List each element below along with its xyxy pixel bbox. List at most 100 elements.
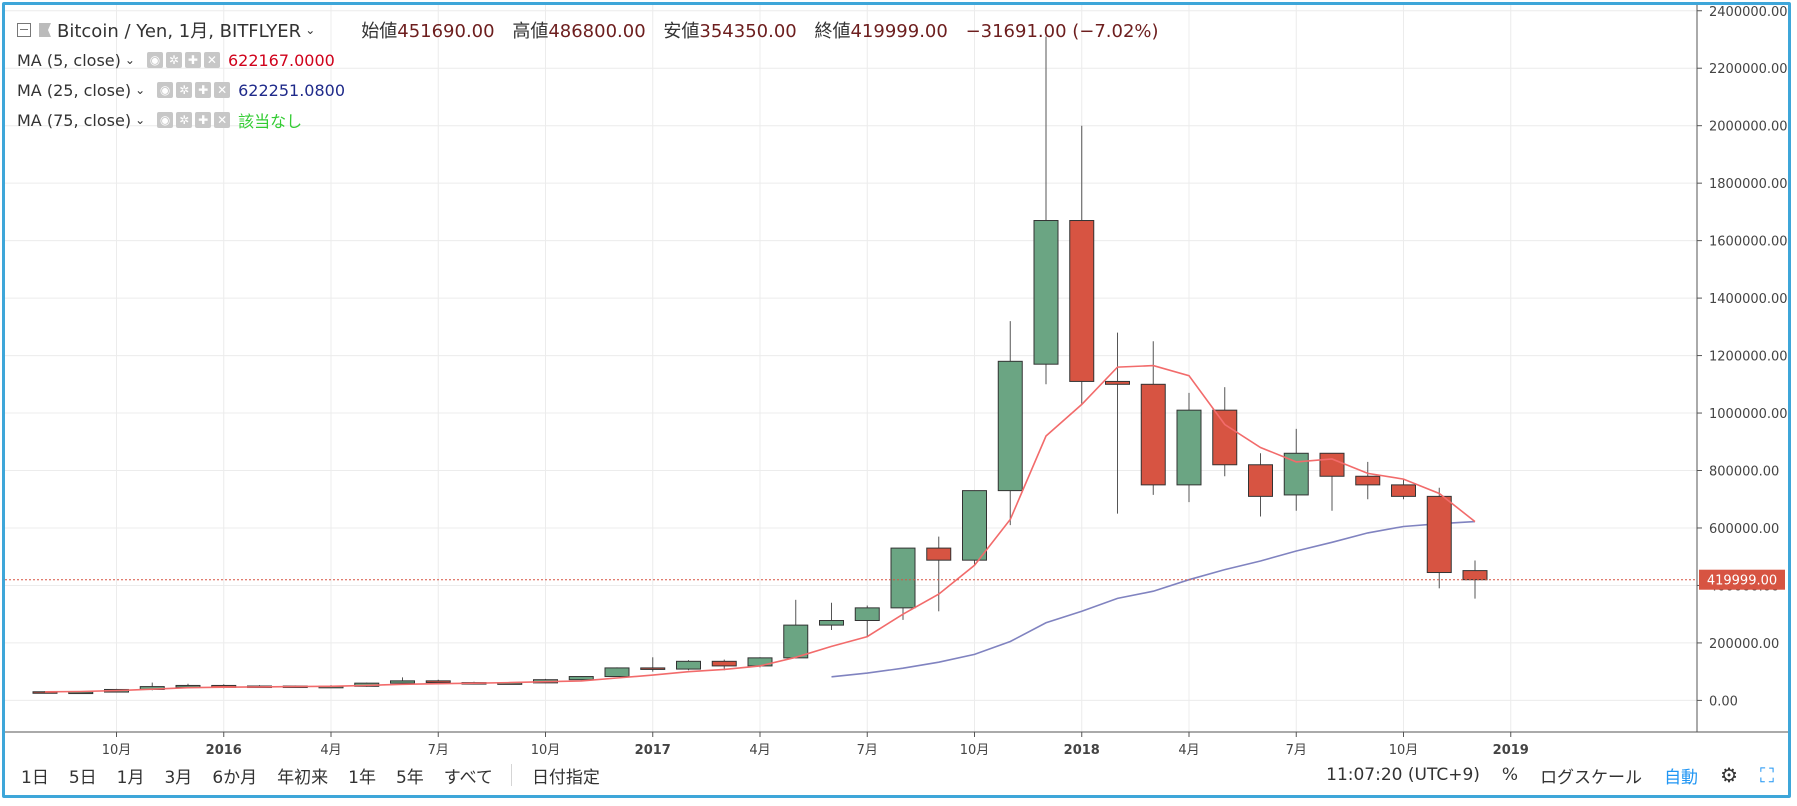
close-value: 419999.00 [850,21,948,42]
chart-canvas[interactable]: 0.00200000.00400000.00600000.00800000.00… [5,5,1788,795]
candle [1426,487,1452,589]
candle [568,676,594,681]
candle-body-up [890,547,916,609]
candle [997,321,1023,526]
candle [1391,479,1416,500]
indicator-label[interactable]: MA (75, close) [17,110,132,130]
chevron-down-icon[interactable]: ⌄ [124,53,135,67]
y-tick-label: 1200000.00 [1709,350,1788,365]
indicator-label[interactable]: MA (5, close) [17,50,121,70]
candle [711,659,737,671]
candle-body-down [1426,495,1452,574]
range-1d[interactable]: 1日 [21,767,49,788]
range-all[interactable]: すべて [443,767,493,788]
x-tick-label: 7月 [1286,743,1307,758]
x-tick-label: 4月 [320,743,341,758]
more-icon[interactable]: ✚ [184,52,201,68]
auto-scale-toggle[interactable]: 自動 [1664,767,1699,788]
close-icon[interactable]: ✕ [214,82,231,98]
candle [1248,453,1273,517]
candle [1105,332,1130,514]
candle [1069,125,1095,405]
indicator-ma75[interactable]: MA (75, close) ⌄ ◉ ✲ ✚ ✕ 該当なし [17,105,1159,135]
close-icon[interactable]: ✕ [203,52,220,68]
last-price-badge [1699,569,1785,590]
x-tick-label: 10月 [102,743,132,758]
last-price-label: 419999.00 [1707,574,1777,589]
more-icon[interactable]: ✚ [195,112,212,128]
candle-body-up [997,360,1023,492]
candle [676,660,701,671]
gear-icon[interactable]: ⚙ [1720,763,1738,787]
ma5-line [44,364,1476,693]
indicator-ma25[interactable]: MA (25, close) ⌄ ◉ ✲ ✚ ✕ 622251.0800 [17,75,1159,105]
date-pick-button[interactable]: 日付指定 [531,767,600,788]
range-1y[interactable]: 1年 [348,767,376,788]
candle-body-down [1462,570,1488,581]
candle-body-up [1283,452,1309,496]
high-label: 高値 [512,21,549,42]
x-tick-label: 4月 [1178,743,1199,758]
range-1m[interactable]: 1月 [116,767,145,788]
indicator-label[interactable]: MA (25, close) [17,80,132,100]
candle [390,677,415,685]
candle-body-up [1176,409,1202,486]
clock: 11:07:20 (UTC+9) [1326,765,1480,785]
settings-icon[interactable]: ✲ [165,52,182,68]
percent-toggle[interactable]: % [1501,765,1519,785]
y-tick-label: 600000.00 [1709,522,1779,537]
x-tick-label: 10月 [960,743,990,758]
collapse-icon[interactable] [17,23,31,37]
chevron-down-icon[interactable]: ⌄ [135,83,146,97]
eye-icon[interactable]: ◉ [157,112,174,128]
x-tick-label: 2019 [1493,743,1529,758]
indicator-ma5[interactable]: MA (5, close) ⌄ ◉ ✲ ✚ ✕ 622167.0000 [17,45,1159,75]
toolbar-divider [510,764,512,786]
settings-icon[interactable]: ✲ [176,112,193,128]
x-tick-label: 7月 [857,743,878,758]
candle [1176,392,1202,503]
more-icon[interactable]: ✚ [195,82,212,98]
close-icon[interactable]: ✕ [214,112,231,128]
bottom-right-controls: 11:07:20 (UTC+9) % ログスケール 自動 ⚙ ⛶ [1304,755,1774,795]
settings-icon[interactable]: ✲ [176,82,193,98]
candle-body-up [1033,220,1059,365]
range-3m[interactable]: 3月 [164,767,193,788]
log-scale-toggle[interactable]: ログスケール [1540,767,1643,788]
x-tick-label: 2016 [206,743,242,758]
symbol-title[interactable]: Bitcoin / Yen, 1月, BITFLYER [57,21,302,42]
indicator-value: 622167.0000 [227,50,335,70]
y-tick-label: 1400000.00 [1709,292,1788,307]
eye-icon[interactable]: ◉ [146,52,163,68]
candle [783,599,809,659]
low-value: 354350.00 [699,21,797,42]
candle [926,536,952,612]
candle-body-up [604,667,630,678]
flag-icon[interactable] [39,23,51,37]
candle [962,490,987,566]
candle-body-down [1105,380,1130,385]
range-6m[interactable]: 6か月 [212,767,258,788]
candle [1140,341,1166,495]
range-5d[interactable]: 5日 [68,767,97,788]
candle [640,657,666,672]
low-label: 安値 [663,21,700,42]
range-ytd[interactable]: 年初来 [277,767,329,788]
fullscreen-icon[interactable]: ⛶ [1760,763,1774,787]
candle [890,547,916,620]
range-5y[interactable]: 5年 [395,767,424,788]
chevron-down-icon[interactable]: ⌄ [135,113,146,127]
candle-body-down [1140,383,1166,486]
x-tick-label: 2018 [1064,743,1100,758]
close-label: 終値 [814,21,851,42]
y-tick-label: 800000.00 [1709,465,1779,480]
eye-icon[interactable]: ◉ [157,82,174,98]
indicator-value: 622251.0800 [238,80,346,100]
chevron-down-icon[interactable]: ⌄ [305,23,316,37]
candle-body-down [1069,220,1095,382]
symbol-row: Bitcoin / Yen, 1月, BITFLYER ⌄ 始値451690.0… [17,15,1159,45]
y-tick-label: 1000000.00 [1709,407,1788,422]
candle-body-down [1355,475,1381,486]
high-value: 486800.00 [548,21,646,42]
